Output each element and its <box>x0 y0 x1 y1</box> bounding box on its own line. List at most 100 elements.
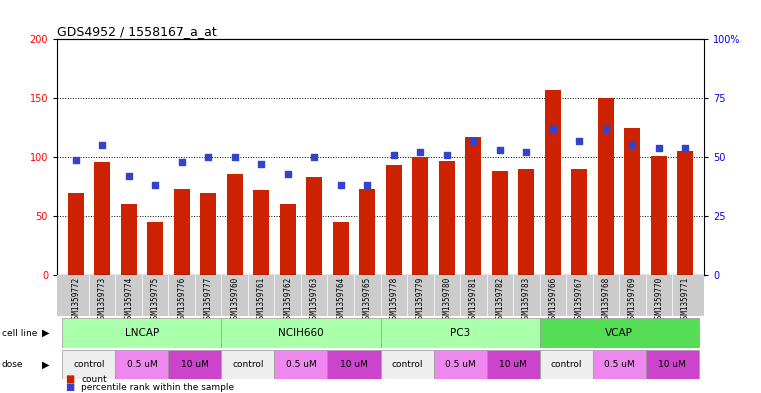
Text: ▶: ▶ <box>42 360 49 369</box>
Text: count: count <box>81 375 107 384</box>
Text: GSM1359765: GSM1359765 <box>363 277 371 323</box>
Text: control: control <box>391 360 423 369</box>
Bar <box>221 318 380 348</box>
Text: GSM1359766: GSM1359766 <box>549 277 557 323</box>
Bar <box>327 350 380 379</box>
Point <box>573 138 585 144</box>
Bar <box>168 350 221 379</box>
Bar <box>253 190 269 275</box>
Bar <box>147 222 163 275</box>
Point <box>680 145 692 151</box>
Text: GSM1359783: GSM1359783 <box>522 277 531 323</box>
Bar <box>280 204 296 275</box>
Text: GDS4952 / 1558167_a_at: GDS4952 / 1558167_a_at <box>57 25 217 38</box>
Bar <box>227 174 243 275</box>
Bar <box>540 318 699 348</box>
Text: GSM1359764: GSM1359764 <box>336 277 345 323</box>
Text: GSM1359768: GSM1359768 <box>601 277 610 323</box>
Point <box>308 154 320 160</box>
Point <box>441 152 453 158</box>
Text: 0.5 uM: 0.5 uM <box>126 360 158 369</box>
Bar <box>333 222 349 275</box>
Text: GSM1359772: GSM1359772 <box>71 277 80 323</box>
Bar <box>221 350 275 379</box>
Point <box>467 138 479 144</box>
Point <box>123 173 135 179</box>
Point <box>521 149 533 156</box>
Bar <box>486 350 540 379</box>
Text: GSM1359763: GSM1359763 <box>310 277 319 323</box>
Bar <box>465 137 481 275</box>
Point <box>653 145 665 151</box>
Bar <box>68 193 84 275</box>
Point <box>546 126 559 132</box>
Text: GSM1359780: GSM1359780 <box>442 277 451 323</box>
Bar <box>593 350 645 379</box>
Bar <box>572 169 587 275</box>
Text: 10 uM: 10 uM <box>181 360 209 369</box>
Bar <box>121 204 137 275</box>
Bar <box>540 350 593 379</box>
Bar <box>434 350 486 379</box>
Text: GSM1359771: GSM1359771 <box>681 277 690 323</box>
Text: GSM1359762: GSM1359762 <box>283 277 292 323</box>
Bar <box>94 162 110 275</box>
Text: VCAP: VCAP <box>605 328 633 338</box>
Bar <box>412 157 428 275</box>
Text: GSM1359778: GSM1359778 <box>390 277 398 323</box>
Point <box>176 159 188 165</box>
Text: ▶: ▶ <box>42 328 49 338</box>
Text: ■: ■ <box>65 375 74 384</box>
Text: control: control <box>232 360 264 369</box>
Bar <box>518 169 534 275</box>
Point <box>228 154 240 160</box>
Bar <box>439 161 455 275</box>
Bar <box>386 165 402 275</box>
Bar <box>651 156 667 275</box>
Point <box>149 182 161 189</box>
Text: GSM1359782: GSM1359782 <box>495 277 505 323</box>
Text: 10 uM: 10 uM <box>658 360 686 369</box>
Text: GSM1359779: GSM1359779 <box>416 277 425 323</box>
Text: percentile rank within the sample: percentile rank within the sample <box>81 383 234 392</box>
Text: GSM1359770: GSM1359770 <box>654 277 664 323</box>
Point <box>282 171 294 177</box>
Bar <box>380 350 434 379</box>
Text: GSM1359775: GSM1359775 <box>151 277 160 323</box>
Text: control: control <box>73 360 104 369</box>
Text: dose: dose <box>2 360 23 369</box>
Text: control: control <box>550 360 582 369</box>
Point <box>414 149 426 156</box>
Bar <box>380 318 540 348</box>
Bar <box>306 177 322 275</box>
Text: 0.5 uM: 0.5 uM <box>444 360 476 369</box>
Text: LNCAP: LNCAP <box>125 328 159 338</box>
Text: GSM1359767: GSM1359767 <box>575 277 584 323</box>
Bar <box>62 350 116 379</box>
Text: GSM1359769: GSM1359769 <box>628 277 637 323</box>
Point <box>202 154 215 160</box>
Bar <box>645 350 699 379</box>
Bar <box>359 189 375 275</box>
Text: 10 uM: 10 uM <box>340 360 368 369</box>
Text: ■: ■ <box>65 382 74 392</box>
Bar <box>492 171 508 275</box>
Point <box>255 161 267 167</box>
Point <box>626 142 638 149</box>
Text: GSM1359774: GSM1359774 <box>124 277 133 323</box>
Text: GSM1359761: GSM1359761 <box>256 277 266 323</box>
Text: NCIH660: NCIH660 <box>279 328 323 338</box>
Text: PC3: PC3 <box>450 328 470 338</box>
Point <box>361 182 374 189</box>
Bar <box>598 98 614 275</box>
Text: 0.5 uM: 0.5 uM <box>603 360 635 369</box>
Point <box>96 142 108 149</box>
Text: 10 uM: 10 uM <box>499 360 527 369</box>
Point <box>600 126 612 132</box>
Bar <box>545 90 561 275</box>
Text: GSM1359760: GSM1359760 <box>230 277 239 323</box>
Text: GSM1359776: GSM1359776 <box>177 277 186 323</box>
Bar <box>624 128 640 275</box>
Point <box>387 152 400 158</box>
Bar <box>116 350 168 379</box>
